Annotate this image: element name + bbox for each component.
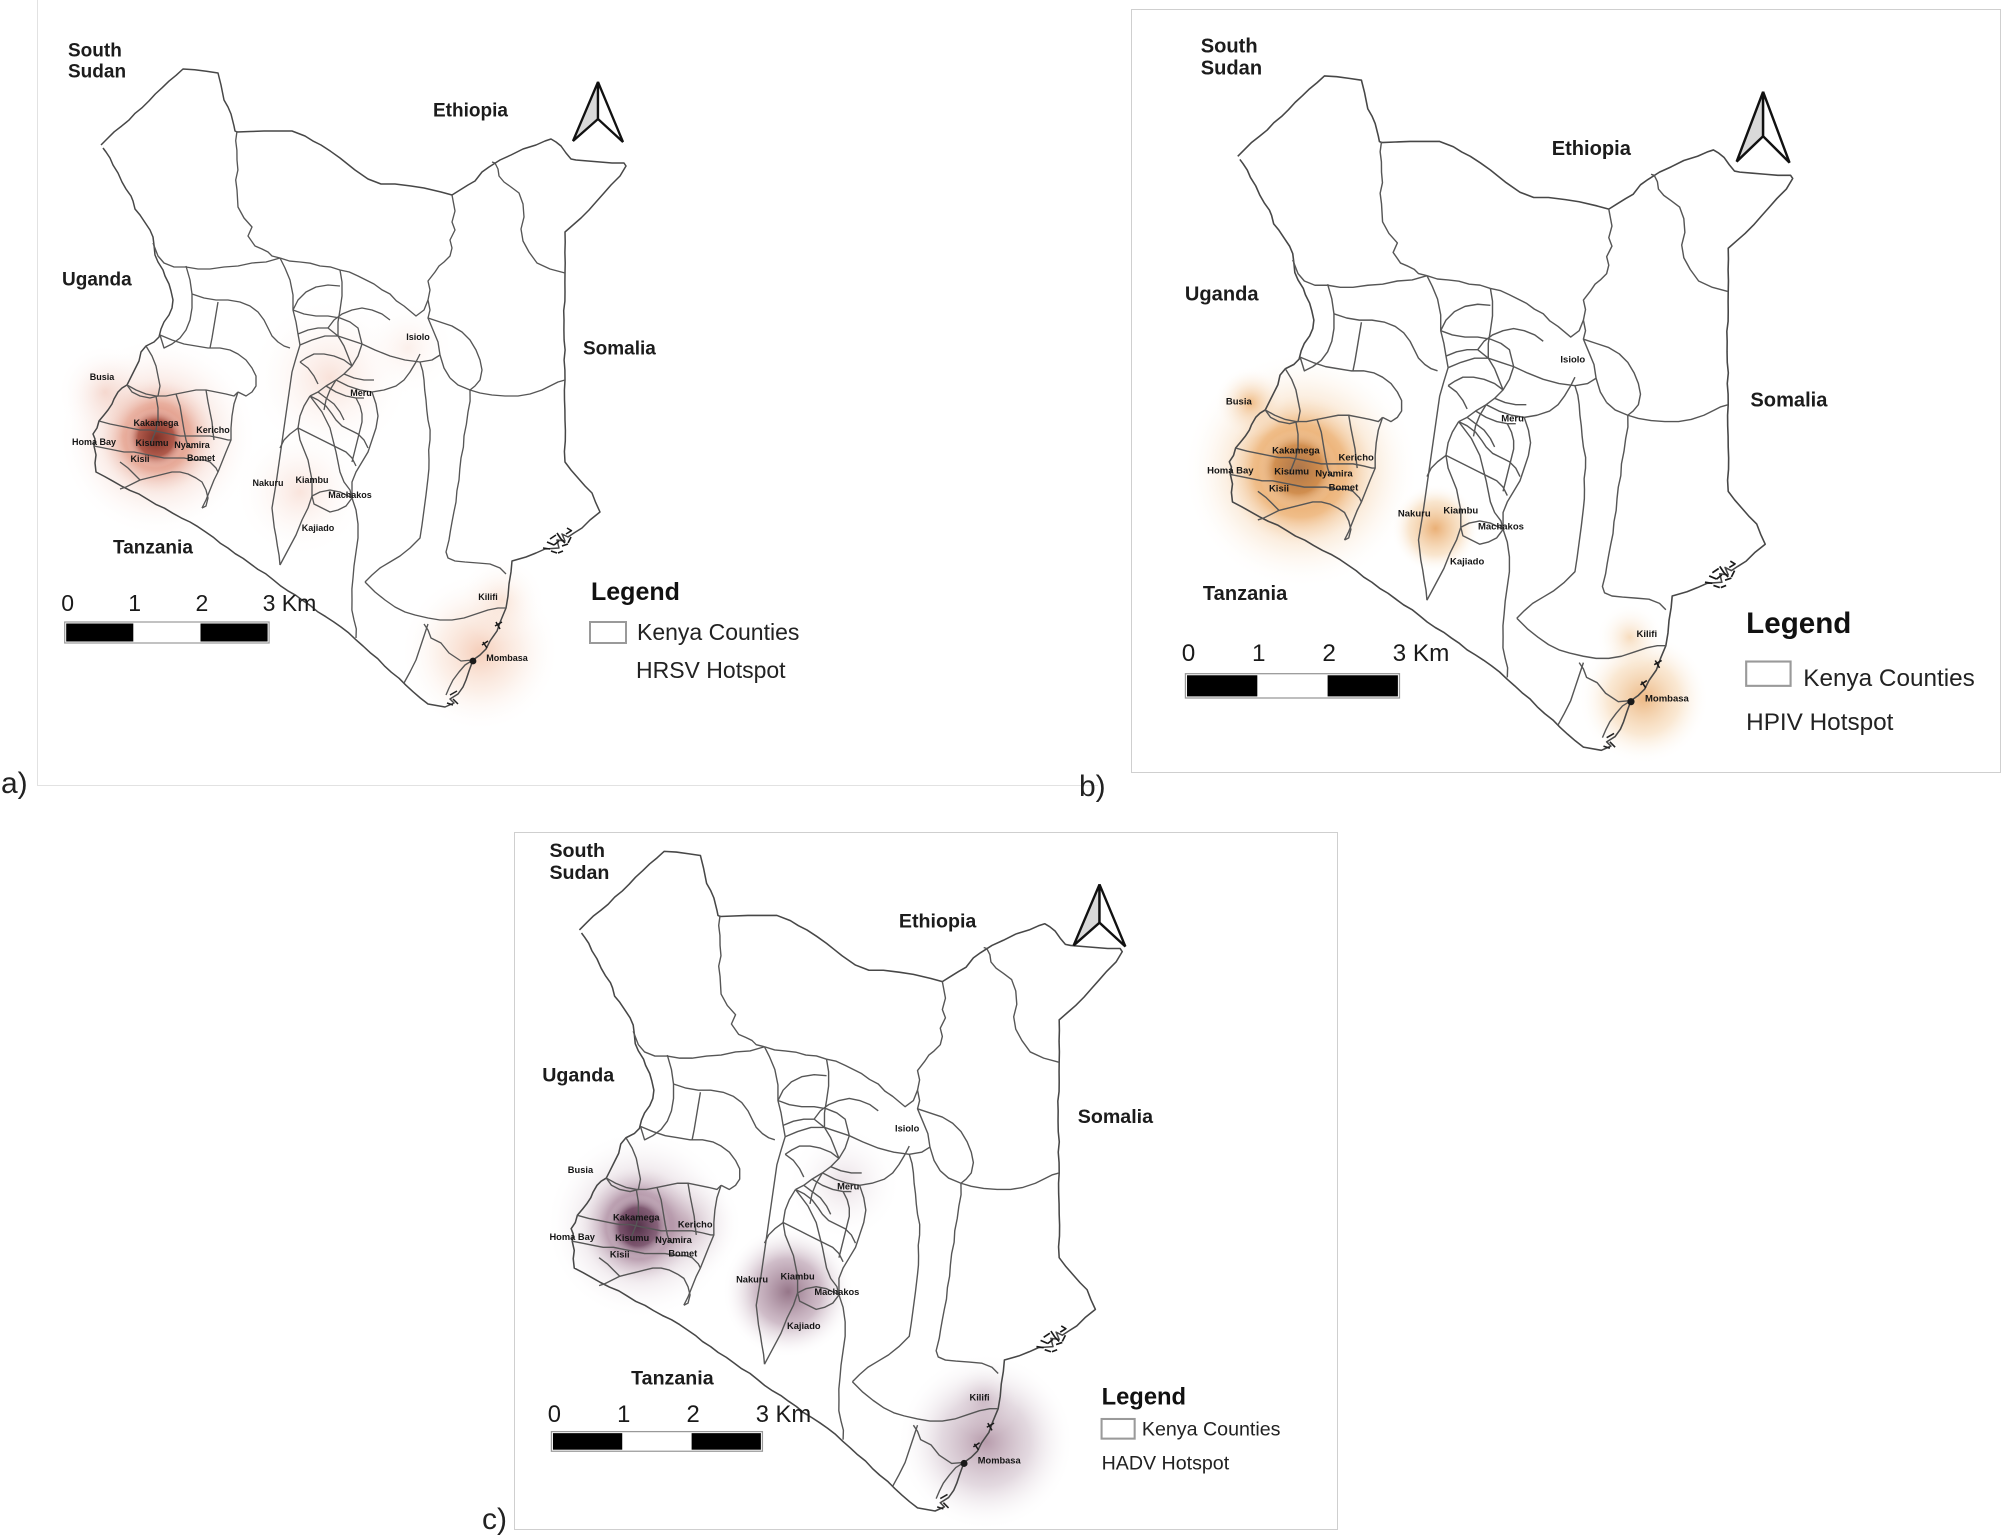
svg-text:Uganda: Uganda bbox=[62, 270, 132, 291]
svg-text:Isiolo: Isiolo bbox=[895, 1124, 920, 1134]
svg-text:Kisumu: Kisumu bbox=[135, 438, 168, 448]
svg-text:Uganda: Uganda bbox=[1185, 284, 1259, 306]
svg-text:0: 0 bbox=[61, 590, 74, 616]
svg-text:Kenya Counties: Kenya Counties bbox=[637, 619, 799, 645]
svg-text:Kiambu: Kiambu bbox=[295, 475, 328, 485]
svg-text:1: 1 bbox=[128, 590, 141, 616]
svg-text:Homa Bay: Homa Bay bbox=[72, 437, 116, 447]
svg-text:Kakamega: Kakamega bbox=[133, 418, 179, 428]
svg-text:Tanzania: Tanzania bbox=[113, 538, 193, 559]
svg-text:Kajiado: Kajiado bbox=[787, 1321, 821, 1331]
svg-text:Machakos: Machakos bbox=[814, 1287, 859, 1297]
svg-text:Legend: Legend bbox=[1102, 1384, 1187, 1411]
svg-text:Meru: Meru bbox=[350, 388, 372, 398]
svg-text:Kiambu: Kiambu bbox=[781, 1271, 815, 1281]
svg-text:Kisumu: Kisumu bbox=[615, 1233, 649, 1243]
svg-text:Uganda: Uganda bbox=[542, 1065, 615, 1087]
svg-text:HADV Hotspot: HADV Hotspot bbox=[1102, 1453, 1230, 1475]
svg-text:South: South bbox=[68, 41, 122, 62]
svg-text:South: South bbox=[549, 840, 605, 862]
svg-text:Kericho: Kericho bbox=[196, 425, 230, 435]
svg-text:Kisii: Kisii bbox=[130, 454, 149, 464]
svg-text:2: 2 bbox=[686, 1401, 699, 1428]
svg-text:Kakamega: Kakamega bbox=[613, 1212, 660, 1222]
svg-text:Kisii: Kisii bbox=[1269, 483, 1289, 494]
svg-text:3 Km: 3 Km bbox=[756, 1401, 811, 1428]
svg-text:Tanzania: Tanzania bbox=[631, 1367, 715, 1389]
svg-text:Kajiado: Kajiado bbox=[302, 523, 335, 533]
svg-text:0: 0 bbox=[1182, 640, 1196, 667]
svg-text:Isiolo: Isiolo bbox=[406, 332, 430, 342]
svg-text:Bomet: Bomet bbox=[187, 453, 215, 463]
svg-text:Ethiopia: Ethiopia bbox=[1552, 138, 1632, 160]
svg-text:Nyamira: Nyamira bbox=[174, 440, 211, 450]
svg-text:Busia: Busia bbox=[568, 1165, 594, 1175]
svg-text:Sudan: Sudan bbox=[549, 862, 609, 884]
svg-text:Bomet: Bomet bbox=[1329, 482, 1359, 493]
svg-text:Mombasa: Mombasa bbox=[978, 1455, 1022, 1465]
svg-text:Mombasa: Mombasa bbox=[486, 653, 529, 663]
svg-text:1: 1 bbox=[617, 1401, 630, 1428]
svg-text:Kilifi: Kilifi bbox=[478, 592, 498, 602]
svg-text:0: 0 bbox=[548, 1401, 561, 1428]
svg-text:Bomet: Bomet bbox=[668, 1249, 697, 1259]
svg-text:Ethiopia: Ethiopia bbox=[899, 910, 977, 932]
svg-text:Homa Bay: Homa Bay bbox=[1207, 465, 1254, 476]
svg-text:Kiambu: Kiambu bbox=[1443, 506, 1478, 517]
svg-text:2: 2 bbox=[1322, 640, 1336, 667]
svg-text:Kisii: Kisii bbox=[610, 1250, 630, 1260]
svg-text:Isiolo: Isiolo bbox=[1560, 354, 1585, 365]
svg-text:Kenya Counties: Kenya Counties bbox=[1803, 665, 1975, 692]
svg-text:Kakamega: Kakamega bbox=[1272, 445, 1320, 456]
svg-text:Kericho: Kericho bbox=[678, 1220, 713, 1230]
svg-text:Legend: Legend bbox=[1746, 607, 1851, 640]
svg-text:HRSV Hotspot: HRSV Hotspot bbox=[636, 657, 786, 683]
svg-text:Meru: Meru bbox=[1501, 414, 1524, 425]
svg-text:Somalia: Somalia bbox=[583, 339, 656, 360]
svg-text:Kilifi: Kilifi bbox=[1637, 629, 1658, 640]
svg-text:Nakuru: Nakuru bbox=[1398, 509, 1431, 520]
svg-text:1: 1 bbox=[1252, 640, 1266, 667]
svg-text:3 Km: 3 Km bbox=[263, 590, 317, 616]
svg-text:Legend: Legend bbox=[591, 578, 680, 606]
svg-text:Ethiopia: Ethiopia bbox=[433, 101, 508, 122]
svg-text:Nakuru: Nakuru bbox=[252, 478, 283, 488]
svg-text:Kajiado: Kajiado bbox=[1450, 556, 1485, 567]
svg-text:Sudan: Sudan bbox=[1201, 57, 1262, 79]
svg-text:2: 2 bbox=[196, 590, 209, 616]
svg-text:Busia: Busia bbox=[90, 372, 116, 382]
svg-text:Nyamira: Nyamira bbox=[1315, 469, 1353, 480]
svg-text:Nyamira: Nyamira bbox=[655, 1235, 693, 1245]
svg-text:Mombasa: Mombasa bbox=[1645, 694, 1690, 705]
svg-text:Kenya Counties: Kenya Counties bbox=[1142, 1419, 1281, 1441]
svg-text:HPIV Hotspot: HPIV Hotspot bbox=[1746, 709, 1893, 736]
svg-text:Tanzania: Tanzania bbox=[1203, 583, 1288, 605]
svg-text:Sudan: Sudan bbox=[68, 62, 126, 83]
svg-text:Homa Bay: Homa Bay bbox=[549, 1232, 595, 1242]
svg-text:South: South bbox=[1201, 35, 1258, 57]
svg-text:Kisumu: Kisumu bbox=[1274, 466, 1309, 477]
svg-text:Somalia: Somalia bbox=[1078, 1106, 1154, 1128]
svg-text:Meru: Meru bbox=[837, 1181, 860, 1191]
svg-text:Somalia: Somalia bbox=[1750, 389, 1828, 411]
svg-text:Machakos: Machakos bbox=[328, 490, 372, 500]
svg-text:Nakuru: Nakuru bbox=[736, 1275, 768, 1285]
svg-text:Kilifi: Kilifi bbox=[969, 1392, 989, 1402]
svg-text:Busia: Busia bbox=[1226, 397, 1253, 408]
svg-text:Machakos: Machakos bbox=[1478, 521, 1524, 532]
svg-text:3 Km: 3 Km bbox=[1393, 640, 1450, 667]
svg-text:Kericho: Kericho bbox=[1338, 453, 1374, 464]
